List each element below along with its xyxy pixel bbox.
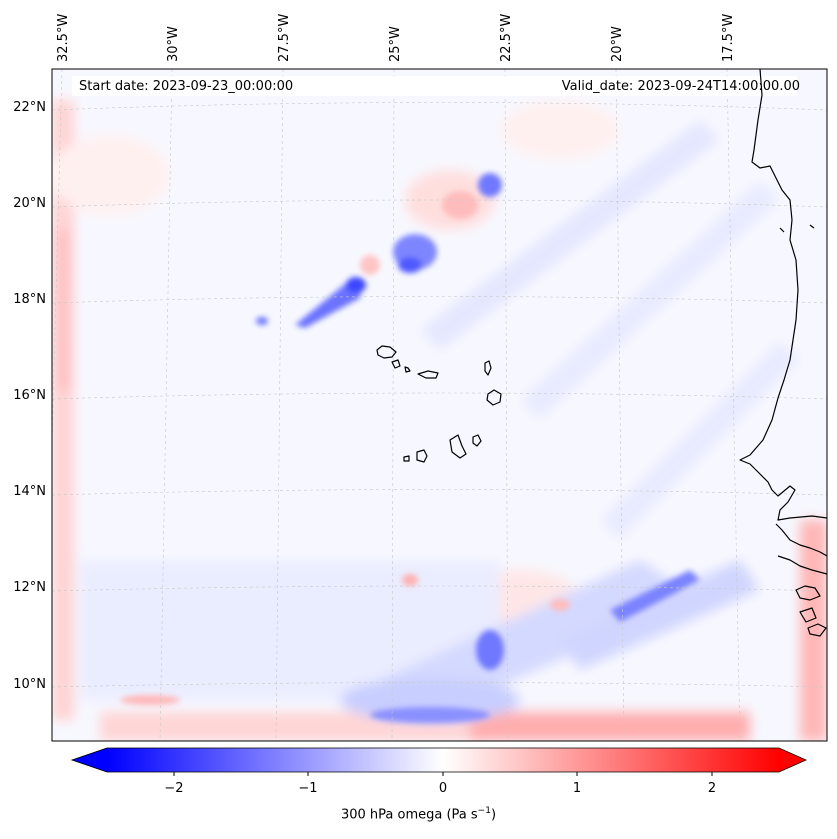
valid-date-label: Valid_date: 2023-09-24T14:00:00.00 (562, 79, 800, 94)
lat-label-22n: 22°N (13, 100, 46, 115)
omega-broad-features (52, 100, 827, 741)
island-boa-vista (486, 389, 502, 406)
colorbar-max-extend (779, 748, 806, 772)
island-sao-vicente (391, 359, 401, 369)
cbar-tick-label-neg1: −1 (298, 781, 317, 796)
island-sal (484, 360, 492, 376)
cbar-tick-label-1: 1 (573, 781, 581, 796)
colorbar-ticks: −2 −1 0 1 2 (164, 772, 716, 796)
longitude-labels: 32.5°W 30°W 27.5°W 25°W 22.5°W 20°W 17.5… (56, 14, 736, 62)
info-band (72, 76, 797, 96)
colorbar-label-close: ) (490, 807, 497, 823)
colorbar-min-extend (72, 748, 107, 772)
lon-label-30w: 30°W (166, 26, 181, 62)
africa-coast-south (775, 523, 827, 557)
cbar-tick-label-neg2: −2 (164, 781, 183, 796)
colorbar: −2 −1 0 1 2 (70, 747, 807, 796)
island-brava (403, 455, 410, 462)
lat-label-20n: 20°N (13, 196, 46, 211)
africa-coastline (739, 69, 827, 521)
lon-label-25w: 25°W (388, 26, 403, 62)
lat-label-16n: 16°N (13, 388, 46, 403)
lon-label-17-5w: 17.5°W (721, 14, 736, 62)
lon-label-32-5w: 32.5°W (56, 14, 71, 62)
colorbar-label-text: 300 hPa omega (Pa s (340, 807, 478, 823)
colorbar-body (107, 748, 779, 772)
lat-label-14n: 14°N (13, 484, 46, 499)
island-fogo (416, 449, 428, 463)
island-santo-antao (376, 345, 397, 359)
island-santa-luzia (404, 366, 411, 373)
graticule (52, 69, 827, 741)
island-maio (472, 434, 482, 447)
coastlines (376, 69, 827, 637)
colorbar-label: 300 hPa omega (Pa s−1) (0, 806, 837, 822)
latitude-labels: 22°N 20°N 18°N 16°N 14°N 12°N 10°N (13, 100, 46, 692)
omega-field (52, 69, 827, 741)
start-date-label: Start date: 2023-09-23_00:00:00 (79, 79, 293, 94)
lat-label-10n: 10°N (13, 677, 46, 692)
lon-label-27-5w: 27.5°W (277, 14, 292, 62)
cbar-tick-label-0: 0 (439, 781, 447, 796)
island-sao-nicolau (417, 370, 439, 379)
lon-label-20w: 20°W (610, 26, 625, 62)
cbar-tick-label-2: 2 (708, 781, 716, 796)
lon-label-22-5w: 22.5°W (499, 14, 514, 62)
colorbar-outline (70, 747, 807, 773)
island-santiago (449, 434, 467, 459)
map-frame (51, 68, 828, 742)
colorbar-label-exponent: −1 (477, 806, 491, 816)
omega-strong-features (120, 173, 700, 723)
lat-label-18n: 18°N (13, 292, 46, 307)
lat-label-12n: 12°N (13, 580, 46, 595)
